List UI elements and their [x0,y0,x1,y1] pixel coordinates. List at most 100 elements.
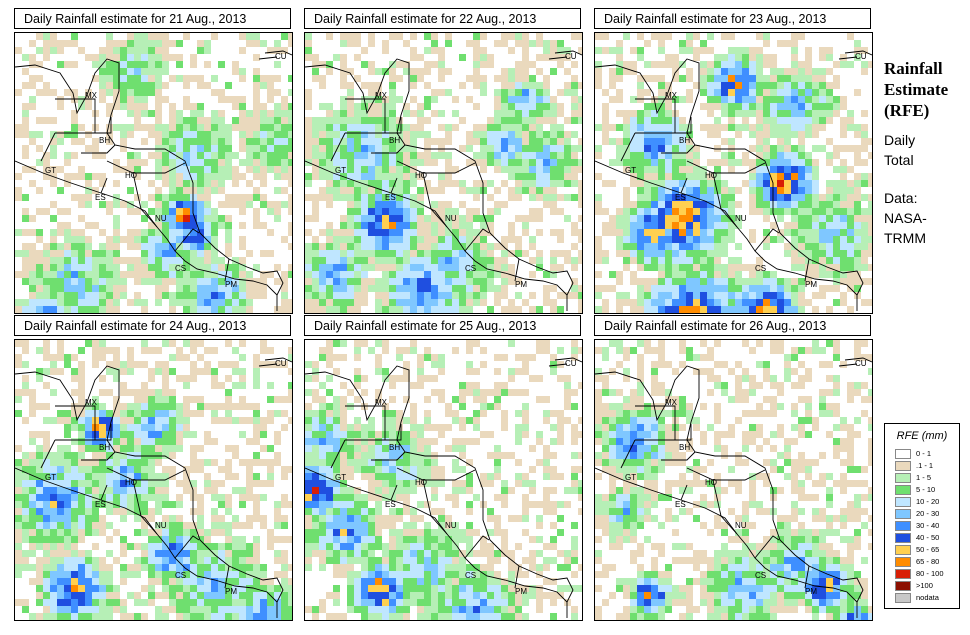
rainfall-cell [861,222,868,229]
rainfall-cell [550,424,557,431]
rainfall-cell [630,229,637,236]
rainfall-cell [312,145,319,152]
rainfall-cell [693,257,700,264]
rainfall-cell [218,159,225,166]
rainfall-cell [728,96,735,103]
rainfall-cell [176,599,183,606]
rainfall-cell [155,550,162,557]
boundary-line [15,160,278,296]
rainfall-cell [141,438,148,445]
rainfall-cell [106,368,113,375]
rainfall-cell [239,606,246,613]
rainfall-cell [169,543,176,550]
rainfall-cell [57,501,64,508]
rainfall-cell [176,166,183,173]
rainfall-cell [22,271,29,278]
country-label: NU [445,214,457,223]
rainfall-cell [120,54,127,61]
rainfall-cell [92,222,99,229]
rainfall-cell [120,494,127,501]
rainfall-cell [431,201,438,208]
rainfall-cell [354,285,361,292]
rainfall-cell [714,292,721,299]
rainfall-cell [672,208,679,215]
rainfall-cell [375,159,382,166]
rainfall-cell [438,292,445,299]
rainfall-cell [15,89,22,96]
rainfall-cell [281,578,288,585]
rainfall-cell [281,117,288,124]
rainfall-cell [106,138,113,145]
rainfall-cell [445,445,452,452]
rainfall-cell [120,459,127,466]
rainfall-cell [211,145,218,152]
rainfall-cell [281,536,288,543]
rainfall-cell [368,166,375,173]
rainfall-cell [113,396,120,403]
rainfall-cell [36,494,43,501]
rainfall-cell [721,89,728,96]
rainfall-cell [78,599,85,606]
rainfall-cell [134,124,141,131]
rainfall-cell [50,180,57,187]
rainfall-cell [99,75,106,82]
rainfall-cell [543,194,550,201]
rainfall-cell [218,592,225,599]
rainfall-cell [854,292,861,299]
rainfall-cell [305,194,312,201]
rainfall-cell [340,264,347,271]
rainfall-cell [183,285,190,292]
rainfall-cell [557,173,564,180]
rainfall-cell [644,103,651,110]
rainfall-cell [333,285,340,292]
rainfall-cell [134,208,141,215]
rainfall-cell [494,96,501,103]
rainfall-cell [424,410,431,417]
rainfall-cell [50,131,57,138]
country-label: CU [565,52,577,61]
rainfall-cell [36,89,43,96]
rainfall-cell [396,96,403,103]
rainfall-cell [382,368,389,375]
rainfall-cell [630,250,637,257]
rainfall-cell [78,606,85,613]
rainfall-cell [515,389,522,396]
rainfall-cell [232,403,239,410]
rainfall-cell [326,292,333,299]
rainfall-cell [602,250,609,257]
rainfall-cell [452,236,459,243]
rainfall-cell [253,571,260,578]
rainfall-cell [319,459,326,466]
rainfall-cell [508,96,515,103]
rainfall-cell [529,138,536,145]
rainfall-cell [728,33,735,40]
rainfall-cell [459,54,466,61]
rainfall-cell [15,173,22,180]
rainfall-cell [22,347,29,354]
rainfall-cell [354,236,361,243]
rainfall-cell [445,124,452,131]
rainfall-cell [382,215,389,222]
rainfall-cell [557,124,564,131]
rainfall-cell [204,47,211,54]
rainfall-cell [190,487,197,494]
rainfall-cell [721,201,728,208]
rainfall-cell [665,229,672,236]
rainfall-cell [791,215,798,222]
rainfall-cell [127,592,134,599]
rainfall-cell [36,543,43,550]
rainfall-cell [602,138,609,145]
rainfall-cell [71,375,78,382]
rainfall-cell [106,243,113,250]
rainfall-cell [536,306,543,313]
rainfall-cell [644,243,651,250]
rainfall-cell [630,208,637,215]
rainfall-panel-3: Daily Rainfall estimate for 23 Aug., 201… [594,8,873,314]
rainfall-cell [176,229,183,236]
rainfall-cell [543,145,550,152]
rainfall-cell [347,222,354,229]
rainfall-cell [508,236,515,243]
rainfall-cell [57,480,64,487]
rainfall-cell [232,557,239,564]
rainfall-cell [861,215,868,222]
